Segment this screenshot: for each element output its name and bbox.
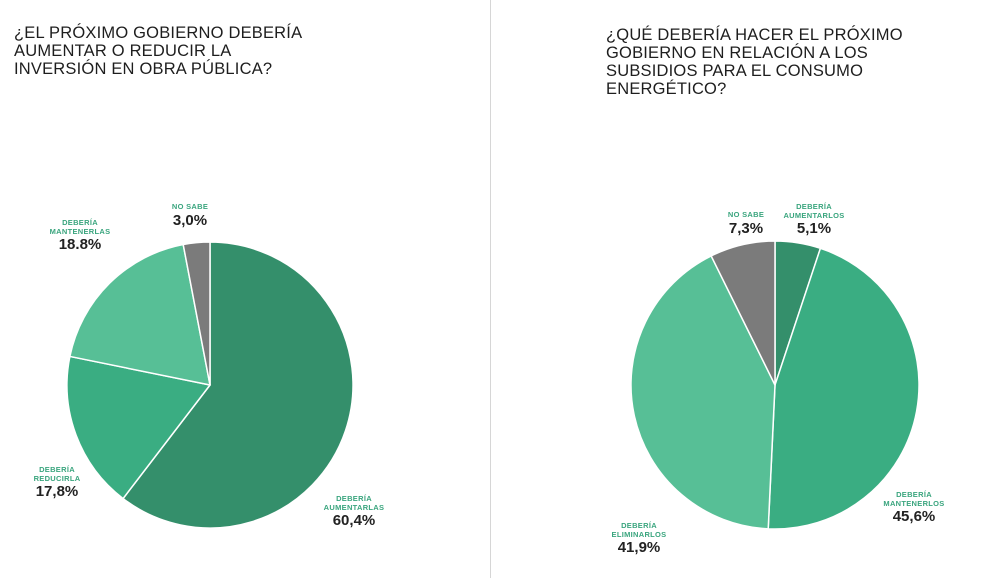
chart-panel-obra-publica: ¿EL PRÓXIMO GOBIERNO DEBERÍA AUMENTAR O … <box>0 0 490 578</box>
slice-value: 7,3% <box>728 219 764 237</box>
chart-title-line: GOBIERNO EN RELACIÓN A LOS <box>606 44 868 62</box>
slice-category-line: DEBERÍA <box>62 218 98 227</box>
chart-title-line: SUBSIDIOS PARA EL CONSUMO <box>606 62 864 80</box>
slice-label-aumentarlos: DEBERÍA AUMENTARLOS 5,1% <box>779 202 849 237</box>
pie-slice-deberia-aumentarlas <box>122 241 354 529</box>
slice-value: 60,4% <box>332 512 376 529</box>
slice-label-no-sabe: NO SABE 7,3% <box>717 210 775 237</box>
slice-category-line: MANTENERLAS <box>49 226 111 236</box>
chart-title: ¿EL PRÓXIMO GOBIERNO DEBERÍA AUMENTAR O … <box>14 24 344 78</box>
slice-value: 17,8% <box>35 483 79 500</box>
pie-slice-deberia-mantenerlos <box>767 247 920 530</box>
pie-slice-deberia-mantenerlas <box>69 243 211 386</box>
slice-category-line: DEBERÍA <box>621 521 657 530</box>
slice-label-aumentarlas: DEBERÍA AUMENTARLAS 60,4% <box>314 494 394 529</box>
chart-title-line: ENERGÉTICO? <box>606 80 727 98</box>
slice-label-eliminarlos: DEBERÍA ELIMINARLOS 41,9% <box>604 521 674 556</box>
slice-value: 3,0% <box>172 211 208 229</box>
slice-label-no-sabe: NO SABE 3,0% <box>160 202 220 229</box>
slice-category-line: AUMENTARLAS <box>323 502 385 512</box>
pie-slice-deberia-eliminarlos <box>630 255 776 530</box>
slice-category-line: ELIMINARLOS <box>611 529 667 539</box>
slice-value: 18.8% <box>58 236 102 253</box>
pie-chart <box>630 240 920 530</box>
slice-category-line: REDUCIRLA <box>33 473 81 483</box>
pie-slice-no-sabe <box>710 240 776 386</box>
slice-label-mantenerlas: DEBERÍA MANTENERLAS 18.8% <box>40 218 120 253</box>
slice-label-mantenerlos: DEBERÍA MANTENERLOS 45,6% <box>874 490 954 525</box>
slice-category-line: NO SABE <box>171 202 209 211</box>
slice-category-line: DEBERÍA <box>896 490 932 499</box>
chart-title: ¿QUÉ DEBERÍA HACER EL PRÓXIMO GOBIERNO E… <box>606 26 936 98</box>
chart-title-line: AUMENTAR O REDUCIR LA <box>14 42 232 60</box>
chart-title-line: ¿EL PRÓXIMO GOBIERNO DEBERÍA <box>14 24 303 42</box>
panel-divider <box>490 0 491 578</box>
pie-chart <box>66 241 354 529</box>
chart-panel-subsidios: ¿QUÉ DEBERÍA HACER EL PRÓXIMO GOBIERNO E… <box>492 0 1000 578</box>
slice-category-line: AUMENTARLOS <box>783 210 845 220</box>
slice-value: 41,9% <box>617 539 661 556</box>
chart-title-line: INVERSIÓN EN OBRA PÚBLICA? <box>14 60 273 78</box>
slice-category-line: MANTENERLOS <box>883 498 945 508</box>
chart-title-line: ¿QUÉ DEBERÍA HACER EL PRÓXIMO <box>606 26 903 44</box>
slice-value: 45,6% <box>892 508 936 525</box>
slice-category-line: DEBERÍA <box>336 494 372 503</box>
slice-category-line: NO SABE <box>727 210 765 219</box>
slice-category-line: DEBERÍA <box>796 202 832 211</box>
slice-label-reducirla: DEBERÍA REDUCIRLA 17,8% <box>22 465 92 500</box>
slice-category-line: DEBERÍA <box>39 465 75 474</box>
slice-value: 5,1% <box>796 220 832 237</box>
pie-slice-no-sabe <box>182 241 211 386</box>
pie-slice-deberia-reducirla <box>66 355 211 500</box>
